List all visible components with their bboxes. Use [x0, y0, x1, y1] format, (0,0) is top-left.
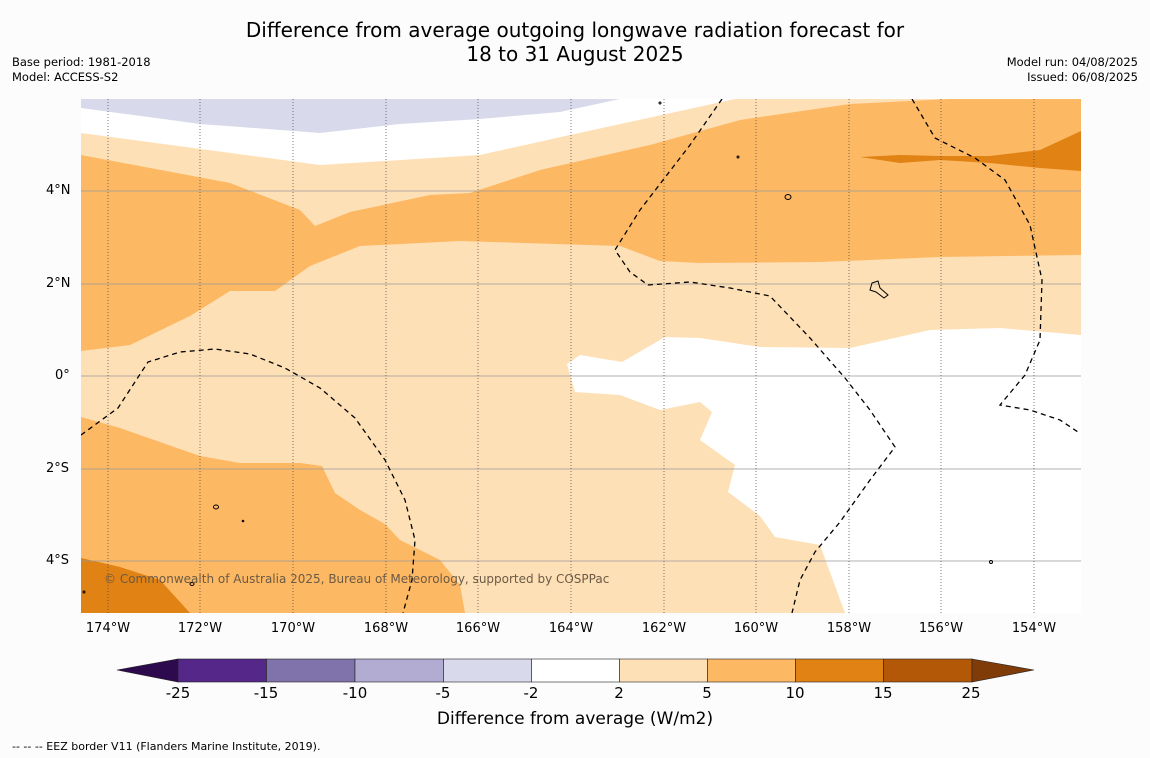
- colorbar-label: 5: [702, 684, 712, 702]
- region-neg-2-5: [81, 99, 620, 133]
- colorbar-bin-5: [531, 658, 620, 683]
- colorbar-label: -25: [165, 684, 191, 702]
- region-10-15-north: [860, 131, 1081, 171]
- colorbar-bin-2: [266, 658, 356, 683]
- colorbar-bin-7: [707, 658, 796, 683]
- model-name: Model: ACCESS-S2: [12, 70, 119, 84]
- colorbar-label: 25: [961, 684, 981, 702]
- colorbar-bin-6: [619, 658, 708, 683]
- colorbar-label: 10: [785, 684, 805, 702]
- colorbar-label: -10: [342, 684, 368, 702]
- base-period: Base period: 1981-2018: [12, 55, 151, 69]
- colorbar-extend-low: [116, 658, 179, 683]
- meta-right: Model run: 04/08/2025 Issued: 06/08/2025: [1007, 55, 1138, 85]
- lon-label: 154°W: [1011, 621, 1057, 636]
- map-panel: [81, 99, 1081, 613]
- lon-label: 164°W: [548, 621, 594, 636]
- lon-label: 168°W: [363, 621, 409, 636]
- lon-label: 170°W: [270, 621, 316, 636]
- chart-title: Difference from average outgoing longwav…: [0, 18, 1150, 66]
- lat-label: 2°N: [46, 276, 71, 291]
- lon-label: 160°W: [733, 621, 779, 636]
- lon-label: 162°W: [641, 621, 687, 636]
- colorbar-label: -15: [253, 684, 279, 702]
- region-5-10-north: [81, 99, 1081, 351]
- colorbar-label: 15: [873, 684, 893, 702]
- issued-date: Issued: 06/08/2025: [1027, 70, 1138, 84]
- lat-label: 2°S: [46, 461, 70, 476]
- lat-label: 0°: [55, 368, 70, 383]
- colorbar-bin-3: [354, 658, 444, 683]
- colorbar-label: 2: [614, 684, 624, 702]
- lon-label: 158°W: [826, 621, 872, 636]
- colorbar-bin-8: [795, 658, 884, 683]
- colorbar-label: -5: [435, 684, 451, 702]
- title-line-2: 18 to 31 August 2025: [466, 42, 684, 66]
- lon-label: 172°W: [177, 621, 223, 636]
- colorbar-bin-4: [443, 658, 532, 683]
- title-line-1: Difference from average outgoing longwav…: [245, 18, 905, 42]
- lon-label: 166°W: [455, 621, 501, 636]
- colorbar-bin-9: [883, 658, 973, 683]
- region-10-15-south: [81, 558, 190, 613]
- colorbar-title: Difference from average (W/m2): [436, 709, 714, 729]
- meta-left: Base period: 1981-2018 Model: ACCESS-S2: [12, 55, 151, 85]
- colorbar-label: -2: [523, 684, 539, 702]
- colorbar-extend-high: [971, 658, 1035, 683]
- copyright-notice: © Commonwealth of Australia 2025, Bureau…: [104, 572, 610, 586]
- footer-legend: -- -- -- EEZ border V11 (Flanders Marine…: [12, 740, 321, 753]
- lon-label: 174°W: [85, 621, 131, 636]
- lon-label: 156°W: [918, 621, 964, 636]
- colorbar-bin-1: [177, 658, 267, 683]
- lat-label: 4°S: [46, 553, 70, 568]
- lat-grid: [81, 190, 1081, 562]
- colorbar: [116, 658, 1035, 683]
- region-5-10-south: [81, 417, 465, 613]
- islands: [82, 101, 993, 594]
- lat-label: 4°N: [46, 183, 71, 198]
- model-run: Model run: 04/08/2025: [1006, 55, 1138, 69]
- eez-borders: [81, 99, 1079, 613]
